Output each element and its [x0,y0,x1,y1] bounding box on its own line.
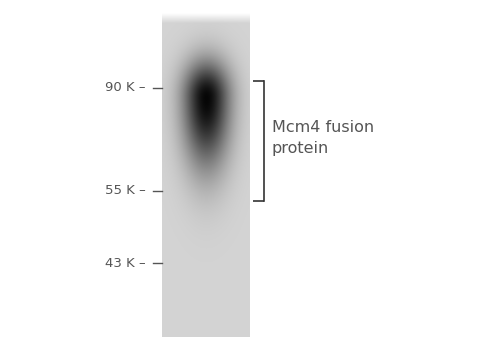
Text: 90 K –: 90 K – [105,81,145,94]
Text: 55 K –: 55 K – [105,184,145,197]
Text: 43 K –: 43 K – [105,257,145,270]
Text: Mcm4 fusion
protein: Mcm4 fusion protein [271,120,373,155]
